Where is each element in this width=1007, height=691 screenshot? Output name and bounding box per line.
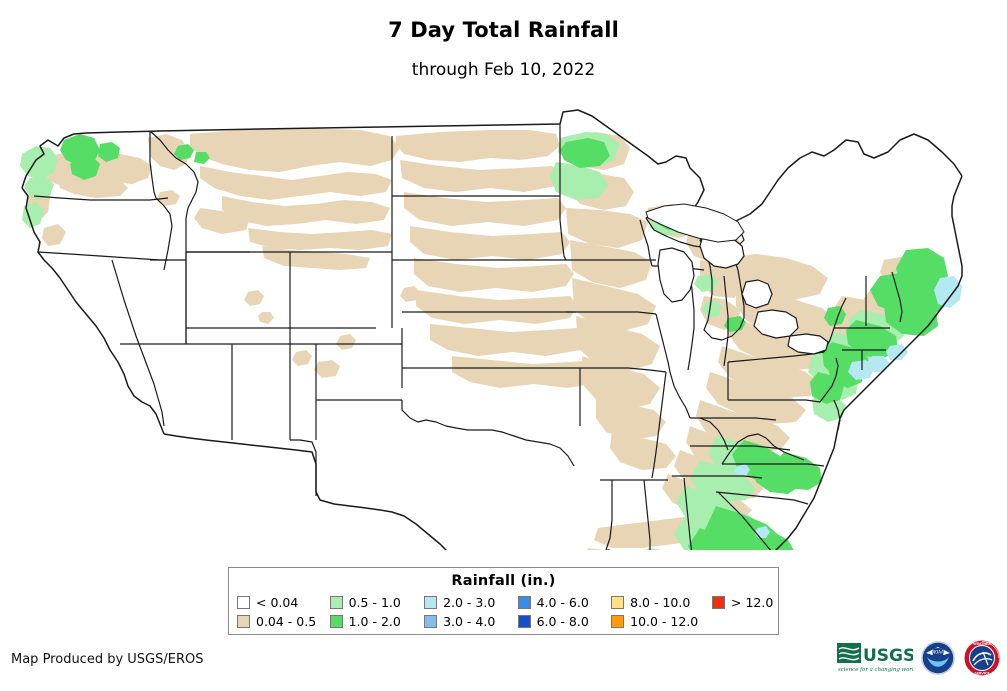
legend-swatch: [517, 596, 531, 609]
rainfall-map: [0, 100, 1007, 550]
agency-logos: USGS science for a changing world NOAA: [831, 634, 1001, 686]
legend-item[interactable]: 3.0 - 4.0: [424, 612, 512, 631]
legend-swatch: [237, 596, 250, 609]
legend-title: Rainfall (in.): [451, 573, 556, 589]
usgs-logo[interactable]: USGS science for a changing world: [837, 641, 918, 679]
legend-item-label: 6.0 - 8.0: [536, 614, 589, 629]
svg-text:SERVICE: SERVICE: [974, 672, 989, 676]
legend-item[interactable]: 4.0 - 6.0: [517, 593, 606, 612]
band-1.0-2.0: [60, 134, 952, 550]
page-subtitle: through Feb 10, 2022: [411, 60, 596, 80]
legend-swatch: [424, 615, 438, 628]
legend-item-label: 3.0 - 4.0: [443, 614, 496, 629]
svg-text:science for a changing world: science for a changing world: [838, 667, 913, 673]
legend-swatch: [517, 615, 531, 628]
legend-item[interactable]: 1.0 - 2.0: [329, 612, 418, 631]
legend-item[interactable]: < 0.04: [237, 593, 324, 612]
legend-item-label: 0.04 - 0.5: [256, 614, 317, 629]
svg-text:NOAA: NOAA: [932, 650, 944, 655]
legend-swatch: [611, 596, 625, 609]
legend-swatch: [424, 596, 438, 609]
legend-item-label: 0.5 - 1.0: [348, 595, 401, 610]
legend-swatch: [712, 596, 726, 609]
legend-swatch: [611, 615, 625, 628]
legend-swatch: [237, 615, 250, 628]
legend: Rainfall (in.) < 0.04 0.04 - 0.5 0.5 - 1…: [228, 567, 779, 635]
rainfall-raster: [20, 128, 962, 550]
nws-logo[interactable]: WEATHER SERVICE: [963, 639, 1001, 681]
map-credit: Map Produced by USGS/EROS: [11, 652, 204, 667]
legend-item[interactable]: 0.5 - 1.0: [329, 593, 418, 612]
legend-column-5: 8.0 - 10.0 10.0 - 12.0: [611, 593, 706, 631]
legend-column-3: 2.0 - 3.0 3.0 - 4.0: [424, 593, 512, 631]
noaa-logo[interactable]: NOAA: [920, 640, 956, 680]
legend-item-label: 8.0 - 10.0: [630, 595, 691, 610]
page-title: 7 Day Total Rainfall: [388, 18, 619, 42]
legend-item[interactable]: 6.0 - 8.0: [517, 612, 606, 631]
svg-text:USGS: USGS: [863, 646, 913, 666]
legend-item-label: 4.0 - 6.0: [536, 595, 589, 610]
state-boundaries: [21, 109, 963, 550]
band-2.0-3.0: [734, 276, 962, 538]
svg-text:WEATHER: WEATHER: [973, 642, 991, 646]
legend-swatch: [329, 615, 343, 628]
legend-item-label: > 12.0: [731, 595, 774, 610]
legend-column-2: 0.5 - 1.0 1.0 - 2.0: [329, 593, 418, 631]
legend-column-4: 4.0 - 6.0 6.0 - 8.0: [517, 593, 606, 631]
legend-item-label: 1.0 - 2.0: [348, 614, 401, 629]
legend-column-1: < 0.04 0.04 - 0.5: [237, 593, 324, 631]
legend-item-label: 10.0 - 12.0: [630, 614, 699, 629]
legend-swatch: [329, 596, 343, 609]
legend-column-6: > 12.0: [712, 593, 774, 631]
legend-item[interactable]: 0.04 - 0.5: [237, 612, 324, 631]
legend-item-label: 2.0 - 3.0: [443, 595, 496, 610]
legend-columns: < 0.04 0.04 - 0.5 0.5 - 1.0 1.0 - 2.0: [229, 589, 778, 631]
legend-item-label: < 0.04: [256, 595, 299, 610]
legend-item[interactable]: 2.0 - 3.0: [424, 593, 512, 612]
legend-item[interactable]: 10.0 - 12.0: [611, 612, 706, 631]
legend-item[interactable]: > 12.0: [712, 593, 774, 612]
legend-item[interactable]: 8.0 - 10.0: [611, 593, 706, 612]
